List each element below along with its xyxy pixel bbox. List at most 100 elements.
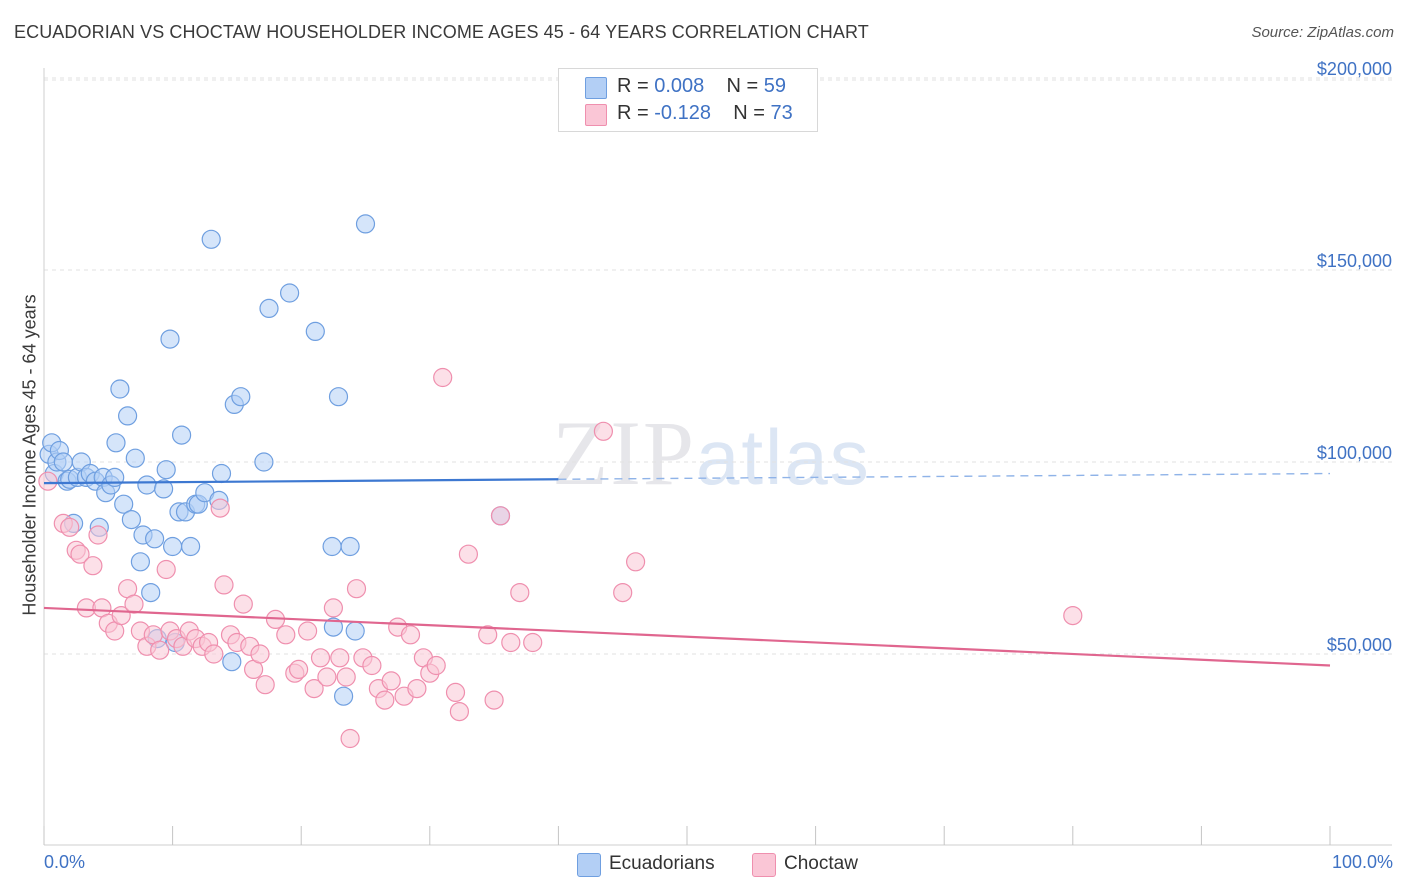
x-tick-label-min: 0.0%	[44, 852, 86, 872]
data-point	[289, 659, 309, 680]
source-label: Source: ZipAtlas.com	[1251, 24, 1394, 41]
bottom-legend-swatch-ecuadorians	[577, 853, 601, 877]
data-point	[340, 728, 360, 749]
data-point	[125, 448, 145, 468]
bottom-legend-label-choctaw: Choctaw	[784, 853, 858, 874]
data-point	[381, 671, 401, 691]
data-point	[172, 425, 192, 445]
watermark-atlas: atlas	[696, 413, 871, 501]
legend-text-choctaw: R = -0.128 N = 73	[617, 102, 793, 125]
data-point	[130, 552, 150, 572]
data-point	[259, 298, 279, 318]
data-point	[593, 421, 614, 441]
data-point	[156, 559, 176, 580]
data-point	[323, 617, 343, 637]
data-point	[53, 452, 73, 472]
legend-n-label: N =	[733, 102, 771, 124]
data-point	[250, 644, 270, 664]
grid-lines	[44, 77, 1392, 655]
series-choctaw-points	[38, 367, 1083, 749]
data-point	[330, 648, 350, 668]
bottom-legend-swatch-choctaw	[752, 853, 776, 877]
data-point	[106, 433, 126, 453]
y-axis-label: Householder Income Ages 45 - 64 years	[19, 294, 40, 616]
data-point	[345, 621, 365, 641]
data-point	[204, 644, 224, 664]
legend-r-value: -0.128	[654, 102, 711, 124]
data-point	[137, 475, 157, 495]
data-point	[88, 525, 108, 545]
y-tick-label: $50,000	[1327, 635, 1392, 655]
bottom-legend-label-ecuadorians: Ecuadorians	[609, 853, 715, 874]
legend-r-value: 0.008	[654, 75, 705, 97]
data-point	[141, 582, 161, 603]
data-point	[445, 682, 466, 703]
y-tick-label: $100,000	[1317, 443, 1392, 463]
data-point	[210, 498, 230, 518]
data-point	[150, 640, 170, 660]
data-point	[1063, 605, 1083, 626]
y-tick-labels: $50,000 $100,000 $150,000 $200,000	[1317, 59, 1392, 655]
data-point	[160, 329, 180, 349]
trend-line-ecuadorians-extension	[558, 472, 1331, 480]
data-point	[233, 594, 253, 614]
data-point	[231, 387, 251, 407]
data-point	[346, 579, 367, 599]
data-point	[114, 494, 134, 514]
data-point	[362, 655, 382, 676]
data-point	[124, 594, 144, 614]
data-point	[334, 686, 354, 706]
data-point	[83, 556, 103, 576]
trend-line-ecuadorians	[43, 478, 559, 485]
data-point	[433, 367, 453, 388]
x-tick-label-max: 100.0%	[1331, 852, 1393, 872]
legend-r-label: R =	[617, 75, 655, 97]
y-tick-label: $150,000	[1317, 251, 1392, 271]
data-point	[38, 471, 58, 491]
trend-lines	[43, 472, 1331, 667]
data-point	[254, 452, 274, 472]
legend-swatch-choctaw	[585, 104, 607, 126]
data-point	[304, 678, 324, 699]
data-point	[625, 552, 646, 572]
data-point	[181, 536, 201, 557]
data-point	[322, 536, 342, 557]
data-point	[156, 460, 176, 480]
data-point	[70, 544, 90, 564]
data-point	[613, 582, 633, 603]
data-point	[490, 506, 511, 526]
data-point	[163, 536, 183, 557]
trend-line-choctaw	[43, 606, 1331, 667]
legend-text-ecuadorians: R = 0.008 N = 59	[617, 75, 786, 98]
legend-n-value: 73	[770, 102, 793, 124]
data-point	[426, 655, 446, 676]
data-point	[280, 283, 300, 303]
data-point	[317, 667, 337, 687]
data-point	[458, 544, 478, 564]
data-point	[305, 321, 325, 341]
data-point	[121, 509, 141, 530]
data-point	[484, 690, 504, 710]
legend-r-label: R =	[617, 102, 655, 124]
data-point	[323, 598, 343, 618]
axes	[43, 68, 1392, 846]
data-point	[400, 625, 421, 645]
data-point	[117, 406, 138, 426]
data-point	[336, 667, 356, 687]
data-point	[211, 463, 232, 484]
data-point	[310, 648, 331, 668]
data-point	[201, 229, 221, 249]
data-point	[328, 387, 349, 407]
data-point	[110, 379, 130, 399]
data-point	[478, 625, 498, 645]
correlation-legend: R = 0.008 N = 59 R = -0.128 N = 73	[558, 68, 818, 132]
data-point	[145, 529, 165, 549]
y-tick-label: $200,000	[1317, 59, 1392, 79]
legend-n-label: N =	[726, 75, 764, 97]
watermark: ZIPatlas	[552, 400, 871, 506]
data-point	[407, 678, 427, 699]
data-point	[501, 632, 521, 653]
watermark-zip: ZIP	[552, 402, 696, 504]
chart-title: ECUADORIAN VS CHOCTAW HOUSEHOLDER INCOME…	[14, 22, 869, 42]
